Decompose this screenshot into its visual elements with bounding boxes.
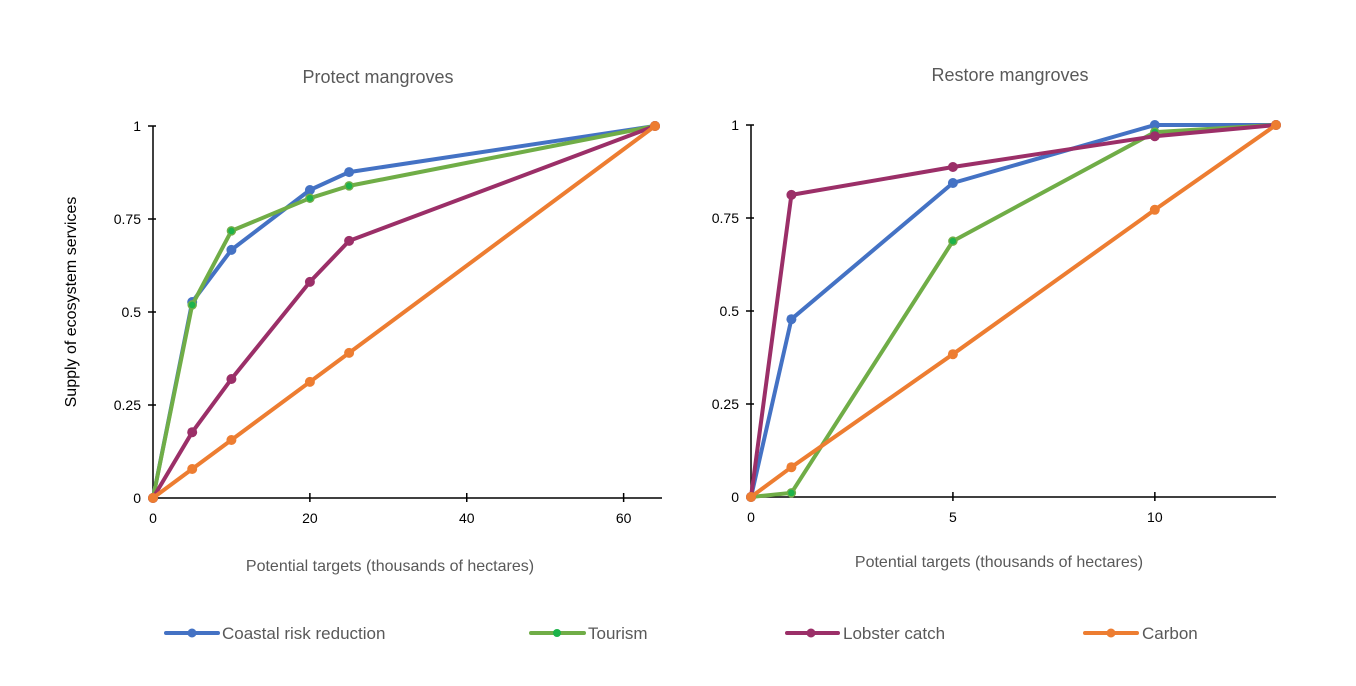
plot-area: [746, 120, 1281, 502]
x-tick-label: 10: [1147, 509, 1163, 525]
data-point: [947, 178, 958, 188]
data-point: [344, 235, 355, 246]
data-point: [226, 374, 237, 384]
data-point: [304, 376, 315, 387]
data-point: [947, 162, 958, 172]
data-point: [786, 314, 797, 325]
data-point: [187, 427, 198, 438]
data-point: [1271, 120, 1281, 130]
data-point: [786, 189, 797, 200]
data-point: [1149, 204, 1160, 215]
plot-area: [148, 121, 660, 503]
data-point: [650, 121, 660, 131]
data-point: [746, 492, 756, 502]
x-axis-label: Potential targets (thousands of hectares…: [246, 558, 534, 575]
legend-label: Carbon: [1142, 624, 1198, 643]
x-axis-label: Potential targets (thousands of hectares…: [855, 554, 1143, 571]
chart-title: Restore mangroves: [931, 65, 1088, 85]
data-point: [304, 185, 315, 195]
data-point: [947, 349, 958, 360]
data-point: [304, 276, 315, 287]
data-point: [1149, 131, 1160, 142]
y-tick-label: 0.5: [122, 304, 142, 320]
legend-label: Tourism: [588, 624, 648, 643]
series-line: [749, 123, 1278, 499]
series-line: [151, 124, 657, 500]
series-carbon: [148, 121, 660, 503]
y-tick-label: 0.5: [720, 303, 740, 319]
legend: Coastal risk reduction Tourism Lobster c…: [164, 624, 1198, 643]
legend-marker: [187, 628, 197, 638]
data-point: [786, 462, 797, 473]
chart-protect-mangroves: Protect mangroves Supply of ecosystem se…: [63, 67, 662, 575]
x-tick-label: 5: [949, 509, 957, 525]
data-point: [226, 226, 237, 236]
series-lobster-catch: [746, 120, 1281, 502]
data-point: [948, 236, 958, 246]
y-tick-label: 0.25: [114, 397, 141, 413]
y-tick-label: 0.25: [712, 396, 739, 412]
x-tick-label: 20: [302, 510, 318, 526]
data-point: [187, 300, 197, 310]
series-line: [151, 124, 657, 500]
y-axis-label: Supply of ecosystem services: [63, 197, 80, 408]
legend-item-carbon[interactable]: Carbon: [1083, 624, 1198, 643]
data-point: [344, 167, 355, 178]
legend-item-lobster-catch[interactable]: Lobster catch: [785, 624, 945, 643]
axes: 0 0.25 0.5 0.75 1 0 20 40 60: [114, 118, 662, 526]
data-point: [344, 181, 354, 191]
data-point: [187, 464, 198, 474]
chart-restore-mangroves: Restore mangroves Potential targets (tho…: [712, 65, 1281, 571]
data-point: [226, 435, 237, 445]
legend-item-tourism[interactable]: Tourism: [529, 624, 648, 643]
data-point: [344, 347, 355, 358]
y-tick-label: 1: [133, 118, 141, 134]
x-tick-label: 60: [616, 510, 632, 526]
series-carbon: [746, 120, 1281, 502]
legend-item-coastal-risk-reduction[interactable]: Coastal risk reduction: [164, 624, 385, 643]
series-line: [151, 124, 657, 500]
y-tick-label: 0.75: [712, 210, 739, 226]
data-point: [305, 193, 315, 203]
legend-label: Coastal risk reduction: [222, 624, 385, 643]
legend-marker: [553, 629, 561, 637]
legend-marker: [1106, 628, 1116, 638]
y-tick-label: 0: [133, 490, 141, 506]
x-tick-label: 40: [459, 510, 475, 526]
data-point: [226, 244, 237, 255]
legend-marker: [806, 628, 816, 638]
data-point: [148, 493, 158, 503]
x-tick-label: 0: [149, 510, 157, 526]
legend-label: Lobster catch: [843, 624, 945, 643]
data-point: [786, 488, 797, 498]
x-tick-label: 0: [747, 509, 755, 525]
y-tick-label: 0: [731, 489, 739, 505]
data-point: [1149, 120, 1160, 130]
y-tick-label: 0.75: [114, 211, 141, 227]
chart-title: Protect mangroves: [302, 67, 453, 87]
y-tick-label: 1: [731, 117, 739, 133]
